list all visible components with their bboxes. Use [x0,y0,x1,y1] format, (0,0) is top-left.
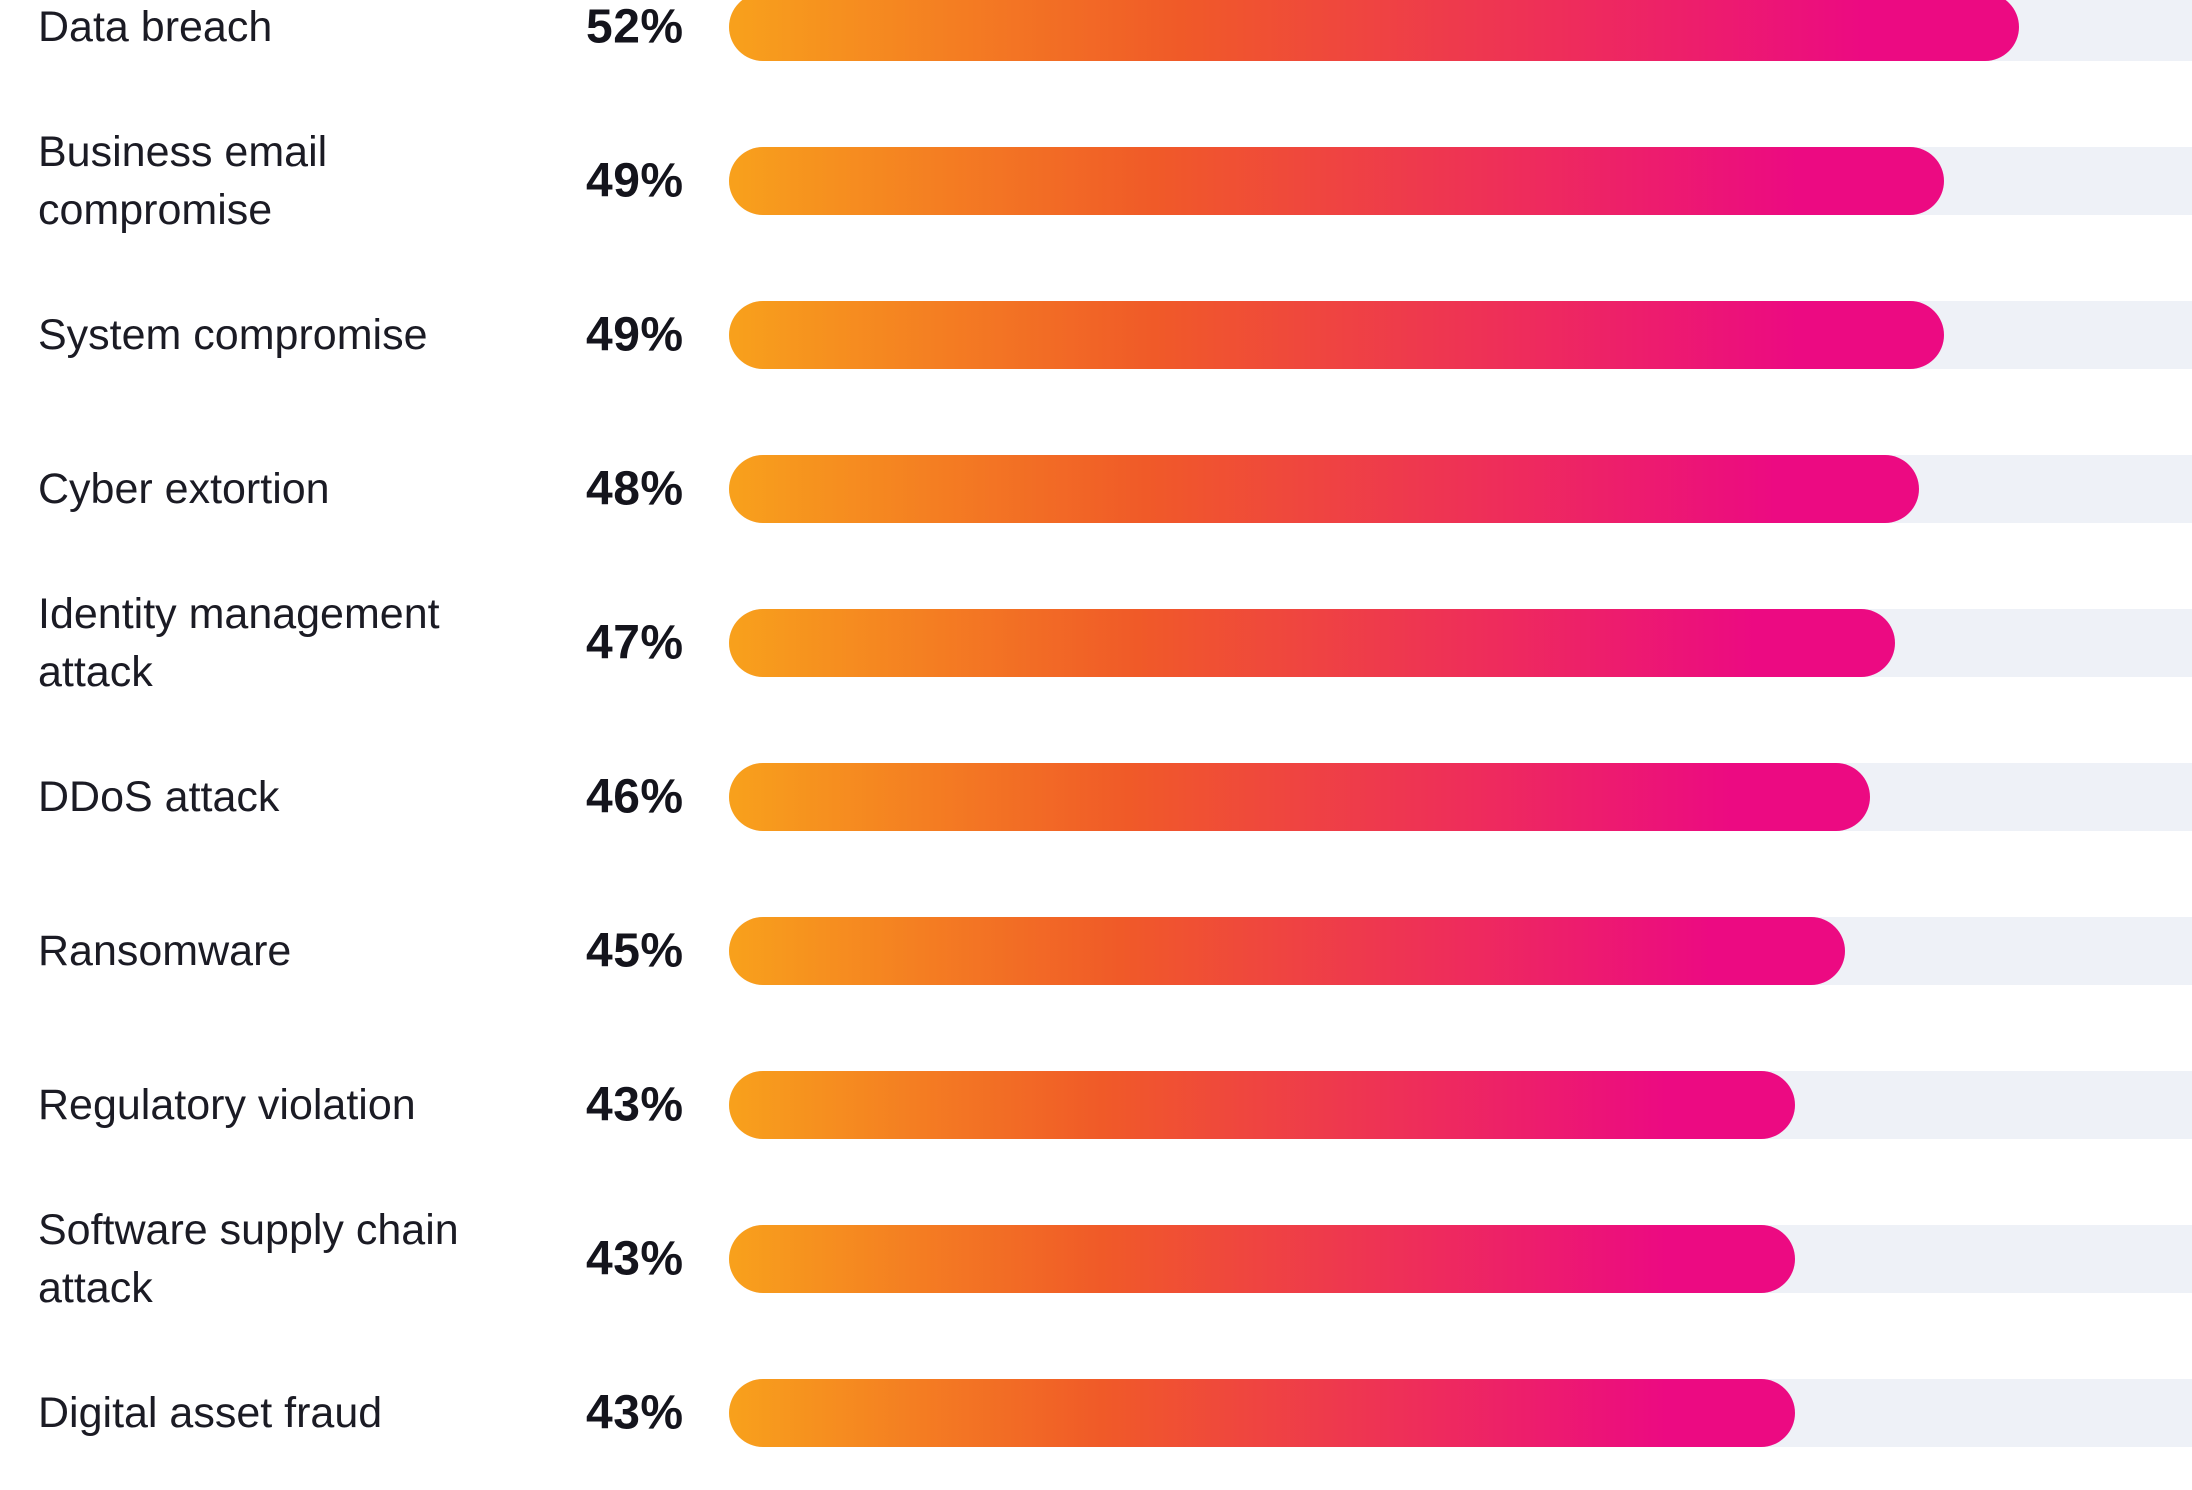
category-label: Cyber extortion [38,465,330,513]
bar-row: Regulatory violation 43% [0,1028,2192,1182]
bar-track [729,609,2192,677]
bar-track [729,147,2192,215]
category-label: Data breach [38,3,273,51]
bar-track [729,1379,2192,1447]
bar-track [729,917,2192,985]
value-label: 47% [586,616,684,670]
bar-row: System compromise 49% [0,258,2192,412]
category-label: Software supply chain attack [38,1206,459,1312]
bar [729,301,1945,369]
value-label: 48% [586,462,684,516]
bar [729,1225,1796,1293]
horizontal-bar-chart: Data breach 52% Business email compromise 4… [0,0,2192,1447]
category-label: Identity management attack [38,590,440,696]
bar-track [729,1225,2192,1293]
bar-track [729,301,2192,369]
bar-row: Ransomware 45% [0,874,2192,1028]
bar [729,1071,1796,1139]
category-label: Ransomware [38,927,292,975]
value-label: 52% [586,0,684,54]
bar [729,147,1945,215]
bar-row: Business email compromise 49% [0,104,2192,258]
category-label: Digital asset fraud [38,1389,383,1437]
value-label: 43% [586,1232,684,1286]
bar-track [729,1071,2192,1139]
value-label: 49% [586,308,684,362]
bar-track [729,455,2192,523]
bar-row: Identity management attack 47% [0,566,2192,720]
category-label: Business email compromise [38,128,328,234]
value-label: 43% [586,1386,684,1440]
bar-row: Digital asset fraud 43% [0,1336,2192,1490]
bar-row: Cyber extortion 48% [0,412,2192,566]
bar [729,917,1845,985]
bar [729,455,1920,523]
bar [729,0,2019,61]
bar-row: DDoS attack 46% [0,720,2192,874]
category-label: DDoS attack [38,773,280,821]
value-label: 49% [586,154,684,208]
bar [729,1379,1796,1447]
value-label: 46% [586,770,684,824]
bar-track [729,0,2192,61]
bar [729,763,1870,831]
value-label: 45% [586,924,684,978]
category-label: Regulatory violation [38,1081,416,1129]
bar [729,609,1895,677]
value-label: 43% [586,1078,684,1132]
category-label: System compromise [38,311,428,359]
bar-row: Data breach 52% [0,0,2192,104]
bar-track [729,763,2192,831]
bar-row: Software supply chain attack 43% [0,1182,2192,1336]
